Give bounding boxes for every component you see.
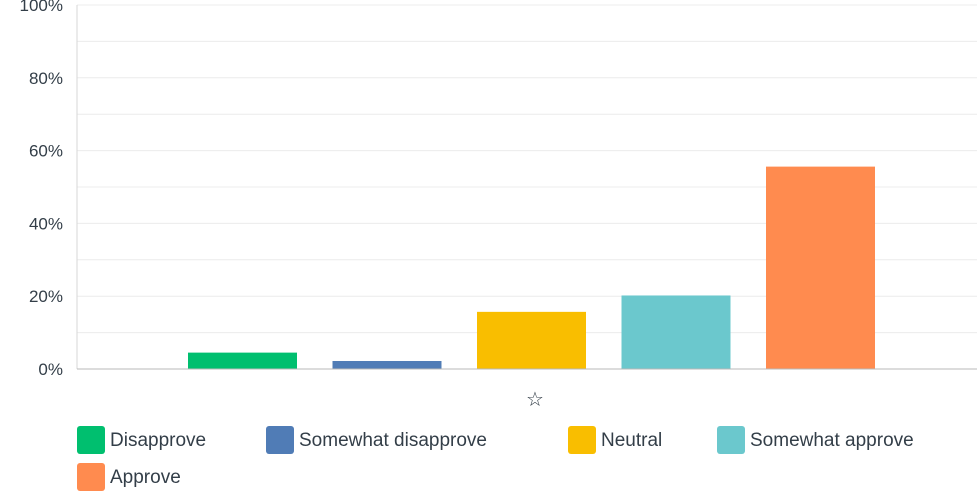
legend-label-disapprove: Disapprove	[110, 430, 206, 451]
star-outline-icon[interactable]: ☆	[526, 387, 544, 411]
bar-somewhat-approve[interactable]	[621, 295, 731, 369]
legend-swatch-approve	[77, 463, 105, 491]
bar-somewhat-disapprove[interactable]	[332, 360, 442, 369]
y-tick-label: 20%	[29, 287, 63, 306]
y-tick-label: 80%	[29, 69, 63, 88]
legend: Disapprove Somewhat disapprove Neutral Some…	[77, 426, 914, 491]
legend-label-neutral: Neutral	[601, 430, 662, 451]
legend-swatch-somewhat-approve	[717, 426, 745, 454]
y-tick-label: 60%	[29, 142, 63, 161]
legend-label-somewhat-approve: Somewhat approve	[750, 430, 914, 451]
legend-swatch-disapprove	[77, 426, 105, 454]
legend-swatch-somewhat-disapprove	[266, 426, 294, 454]
gridlines	[77, 4, 977, 334]
bar-approve[interactable]	[766, 166, 875, 369]
y-axis-ticks: 0% 20% 40% 60% 80% 100%	[20, 0, 63, 379]
bar-disapprove[interactable]	[188, 352, 297, 369]
y-tick-label: 100%	[20, 0, 63, 15]
y-tick-label: 40%	[29, 214, 63, 233]
bars	[188, 166, 875, 369]
legend-label-somewhat-disapprove: Somewhat disapprove	[299, 430, 487, 451]
y-tick-label: 0%	[38, 360, 63, 379]
bar-neutral[interactable]	[477, 311, 586, 369]
legend-label-approve: Approve	[110, 467, 181, 488]
legend-swatch-neutral	[568, 426, 596, 454]
